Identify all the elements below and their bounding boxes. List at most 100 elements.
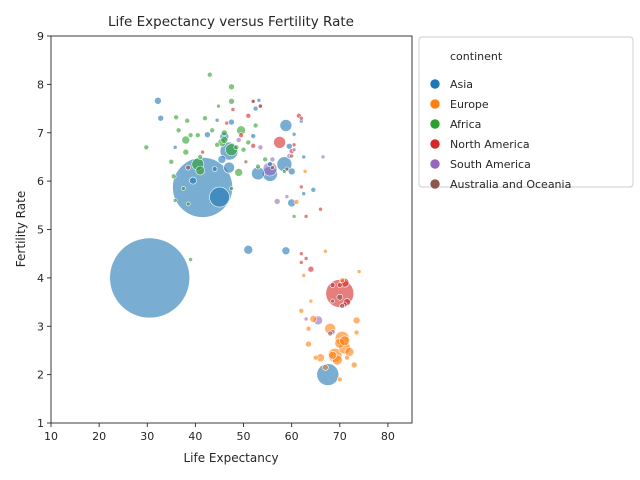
data-point-asia — [285, 143, 293, 150]
data-point-europe — [350, 361, 358, 369]
data-point-europe — [322, 364, 329, 371]
data-point-africa — [291, 214, 297, 219]
data-point-africa — [216, 103, 221, 109]
data-point-australia-and-oceania — [250, 99, 256, 104]
data-point-europe — [293, 199, 300, 205]
y-tick-label: 6 — [37, 175, 44, 188]
data-point-south-america — [291, 147, 297, 152]
data-point-africa — [209, 127, 215, 134]
data-point-australia-and-oceania — [258, 103, 263, 109]
legend-label: South America — [450, 158, 531, 171]
data-point-africa — [220, 136, 229, 144]
y-tick-label: 2 — [37, 369, 44, 382]
data-point-africa — [233, 144, 240, 151]
data-point-africa — [172, 198, 178, 203]
data-point-asia — [157, 114, 164, 122]
y-axis: 1 2 3 4 5 6 7 8 9 — [37, 30, 51, 430]
data-point-africa — [187, 132, 194, 138]
data-point-africa — [207, 71, 213, 78]
data-point-africa — [195, 165, 205, 176]
x-tick-label: 40 — [188, 430, 202, 443]
x-tick-label: 20 — [92, 430, 106, 443]
data-point-africa — [175, 127, 182, 134]
data-point-europe — [305, 340, 312, 348]
data-point-south-america — [320, 154, 326, 160]
data-point-europe — [323, 249, 328, 254]
data-point-north-america — [336, 282, 343, 288]
data-point-australia-and-oceania — [327, 330, 334, 337]
x-axis-label: Life Expectancy — [183, 451, 278, 465]
legend-marker — [429, 178, 441, 190]
y-tick-label: 4 — [37, 272, 44, 285]
data-point-africa — [182, 148, 190, 156]
data-point-asia — [252, 105, 259, 112]
data-point-north-america — [298, 184, 304, 190]
legend-label: Africa — [450, 118, 481, 131]
data-point-asia — [316, 363, 340, 386]
data-point-north-america — [318, 206, 323, 212]
legend-title: continent — [450, 50, 503, 63]
y-tick-label: 8 — [37, 78, 44, 91]
data-point-europe — [305, 325, 312, 332]
data-point-asia — [267, 161, 273, 167]
data-point-europe — [298, 307, 305, 314]
data-point-africa — [214, 142, 220, 148]
legend-label: North America — [450, 138, 530, 151]
data-point-australia-and-oceania — [243, 159, 249, 165]
data-point-africa — [181, 186, 186, 191]
data-point-europe — [339, 335, 350, 347]
data-point-africa — [255, 163, 261, 170]
data-point-europe — [312, 354, 319, 361]
data-point-europe — [356, 269, 362, 274]
x-tick-label: 70 — [333, 430, 347, 443]
data-point-north-america — [298, 115, 304, 121]
data-point-asia — [310, 187, 317, 193]
data-point-north-america — [273, 136, 286, 149]
data-point-north-america — [303, 256, 309, 261]
data-point-north-america — [298, 251, 304, 256]
data-point-africa — [234, 168, 243, 177]
x-tick-label: 80 — [381, 430, 395, 443]
legend-label: Europe — [450, 98, 489, 111]
data-point-africa — [228, 98, 235, 105]
data-point-asia — [217, 155, 227, 164]
legend-label: Australia and Oceania — [450, 178, 571, 191]
data-point-asia — [281, 246, 291, 256]
data-point-asia — [228, 118, 235, 126]
data-point-australia-and-oceania — [339, 303, 346, 309]
data-point-australia-and-oceania — [284, 166, 290, 172]
data-point-europe — [336, 376, 343, 383]
legend-label: Asia — [450, 78, 473, 91]
data-point-europe — [328, 350, 337, 360]
data-point-asia — [214, 117, 220, 123]
legend-frame — [418, 36, 634, 188]
data-point-south-america — [257, 144, 264, 151]
data-point-asia — [301, 191, 307, 196]
data-point-asia — [154, 97, 162, 105]
data-point-europe — [353, 329, 360, 336]
data-point-australia-and-oceania — [289, 153, 295, 159]
data-point-asia — [204, 131, 211, 138]
data-point-south-america — [269, 156, 276, 163]
x-tick-label: 60 — [285, 430, 299, 443]
data-point-asia — [287, 167, 296, 176]
data-point-africa — [184, 117, 190, 124]
data-point-asia — [172, 145, 178, 150]
data-point-north-america — [307, 265, 315, 273]
legend: continent Asia Europe Africa North America S… — [418, 36, 634, 191]
data-point-africa — [262, 156, 269, 163]
data-point-africa — [143, 144, 150, 151]
y-tick-label: 9 — [37, 30, 44, 43]
data-point-north-america — [230, 107, 236, 112]
y-tick-label: 3 — [37, 320, 44, 333]
data-point-north-america — [245, 113, 252, 119]
data-points — [109, 71, 362, 386]
data-point-australia-and-oceania — [330, 298, 335, 304]
legend-marker — [429, 138, 441, 150]
data-point-asia — [256, 98, 262, 103]
y-tick-label: 5 — [37, 224, 44, 237]
data-point-africa — [202, 115, 208, 121]
data-point-asia — [279, 119, 293, 132]
data-point-africa — [173, 114, 179, 121]
